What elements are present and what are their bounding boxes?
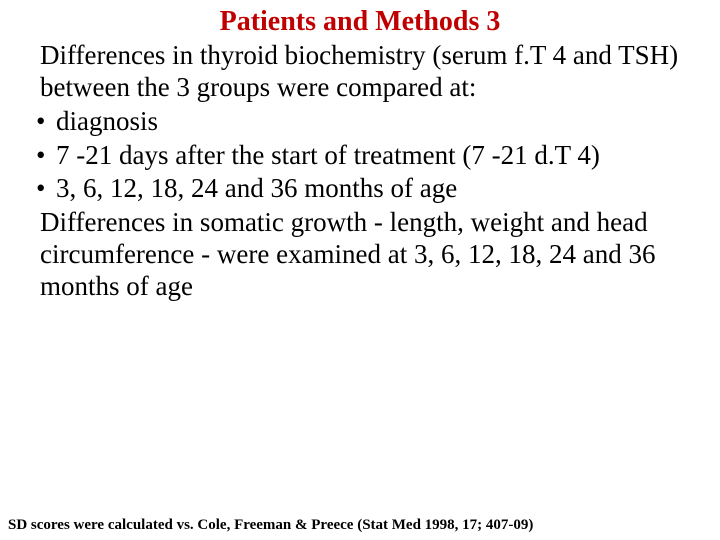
- list-item: 7 -21 days after the start of treatment …: [40, 140, 702, 172]
- slide-title: Patients and Methods 3: [18, 6, 702, 38]
- list-item: 3, 6, 12, 18, 24 and 36 months of age: [40, 173, 702, 205]
- footnote: SD scores were calculated vs. Cole, Free…: [8, 517, 712, 534]
- body-paragraph: Differences in somatic growth - length, …: [18, 207, 702, 303]
- intro-paragraph: Differences in thyroid biochemistry (ser…: [18, 40, 702, 104]
- slide: Patients and Methods 3 Differences in th…: [0, 0, 720, 540]
- bullet-list: diagnosis 7 -21 days after the start of …: [18, 106, 702, 206]
- list-item: diagnosis: [40, 106, 702, 138]
